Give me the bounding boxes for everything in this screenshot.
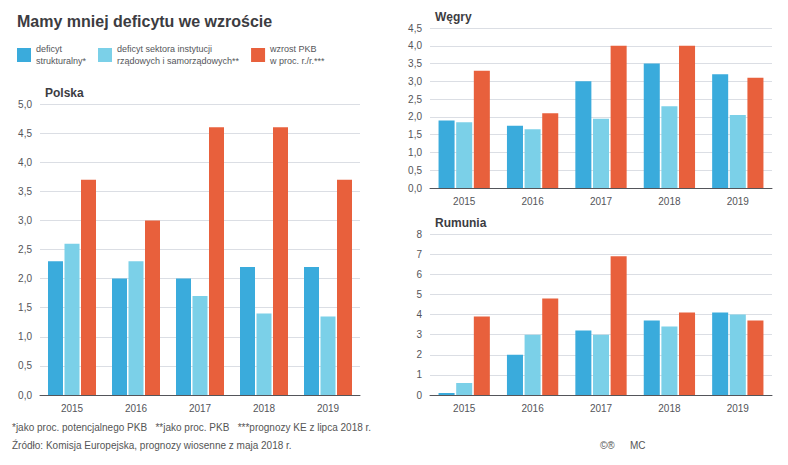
svg-text:1,0: 1,0 <box>18 331 32 342</box>
svg-text:0,0: 0,0 <box>18 390 32 401</box>
svg-text:1: 1 <box>416 369 422 380</box>
svg-text:Węgry: Węgry <box>435 10 472 24</box>
svg-text:2018: 2018 <box>253 403 276 414</box>
svg-text:wzrost PKB: wzrost PKB <box>269 44 317 54</box>
svg-text:2016: 2016 <box>521 196 544 207</box>
svg-text:0: 0 <box>416 390 422 401</box>
svg-text:strukturalny*: strukturalny* <box>36 56 87 66</box>
svg-text:2,5: 2,5 <box>408 94 422 105</box>
svg-text:2017: 2017 <box>590 403 613 414</box>
svg-text:1,0: 1,0 <box>408 147 422 158</box>
svg-text:2015: 2015 <box>453 196 476 207</box>
svg-text:rządowych i samorządowych**: rządowych i samorządowych** <box>117 56 240 66</box>
svg-text:2019: 2019 <box>317 403 340 414</box>
svg-text:5: 5 <box>416 289 422 300</box>
svg-text:Źródło: Komisja Europejska, pr: Źródło: Komisja Europejska, prognozy wio… <box>12 439 292 451</box>
svg-text:2019: 2019 <box>727 196 750 207</box>
svg-text:2,0: 2,0 <box>408 111 422 122</box>
svg-text:3,0: 3,0 <box>408 76 422 87</box>
svg-text:3,0: 3,0 <box>18 215 32 226</box>
svg-text:3,5: 3,5 <box>18 186 32 197</box>
svg-text:4,5: 4,5 <box>18 128 32 139</box>
svg-text:2019: 2019 <box>727 403 750 414</box>
svg-text:Polska: Polska <box>45 86 84 100</box>
svg-text:2,5: 2,5 <box>18 244 32 255</box>
svg-text:3: 3 <box>416 329 422 340</box>
svg-text:0,0: 0,0 <box>408 183 422 194</box>
svg-text:Mamy mniej deficytu we wzrości: Mamy mniej deficytu we wzroście <box>17 13 272 30</box>
svg-text:3,5: 3,5 <box>408 58 422 69</box>
svg-text:©®: ©® <box>600 440 615 451</box>
svg-text:2015: 2015 <box>61 403 84 414</box>
svg-text:2016: 2016 <box>125 403 148 414</box>
svg-text:Rumunia: Rumunia <box>435 216 487 230</box>
svg-text:5,0: 5,0 <box>18 99 32 110</box>
svg-text:*jako proc. potencjalnego PKB: *jako proc. potencjalnego PKB **jako pro… <box>12 422 371 433</box>
svg-text:0,5: 0,5 <box>408 165 422 176</box>
svg-text:4: 4 <box>416 309 422 320</box>
svg-text:0,5: 0,5 <box>18 360 32 371</box>
svg-text:2015: 2015 <box>453 403 476 414</box>
svg-text:6: 6 <box>416 269 422 280</box>
svg-text:2016: 2016 <box>521 403 544 414</box>
svg-text:2017: 2017 <box>189 403 212 414</box>
svg-text:w proc. r./r.***: w proc. r./r.*** <box>269 56 325 66</box>
svg-text:2017: 2017 <box>590 196 613 207</box>
svg-text:deficyt sektora instytucji: deficyt sektora instytucji <box>117 44 212 54</box>
svg-text:2: 2 <box>416 349 422 360</box>
svg-text:8: 8 <box>416 229 422 240</box>
svg-text:4,0: 4,0 <box>408 40 422 51</box>
svg-text:deficyt: deficyt <box>36 44 63 54</box>
svg-text:7: 7 <box>416 249 422 260</box>
svg-text:MC: MC <box>630 440 646 451</box>
svg-text:1,5: 1,5 <box>18 302 32 313</box>
svg-text:2018: 2018 <box>658 196 681 207</box>
svg-text:4,0: 4,0 <box>18 157 32 168</box>
svg-text:4,5: 4,5 <box>408 23 422 34</box>
svg-text:1,5: 1,5 <box>408 129 422 140</box>
svg-text:2018: 2018 <box>658 403 681 414</box>
svg-text:2,0: 2,0 <box>18 273 32 284</box>
